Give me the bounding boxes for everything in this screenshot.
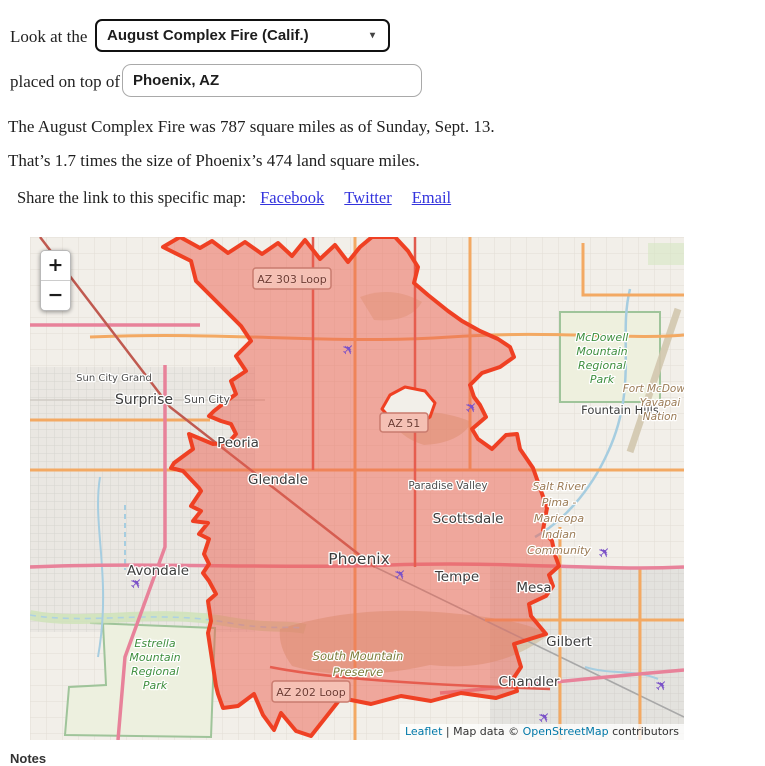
- map-label: Chandler: [499, 674, 560, 690]
- fire-select-value: August Complex Fire (Calif.): [107, 27, 309, 44]
- fire-select[interactable]: August Complex Fire (Calif.) ▾: [95, 19, 390, 52]
- leaflet-map[interactable]: AZ 303 Loop AZ 51 AZ 202 Loop ✈ ✈ ✈ ✈ ✈ …: [30, 237, 684, 740]
- map-label: Indian: [542, 528, 576, 541]
- share-twitter-link[interactable]: Twitter: [344, 188, 392, 207]
- map-label: Yavapai: [640, 397, 681, 409]
- map-label: Gilbert: [546, 634, 592, 650]
- map-label: Maricopa: [534, 512, 585, 525]
- map-label: Sun City: [184, 393, 230, 406]
- az-303-loop-badge: AZ 303 Loop: [257, 273, 326, 286]
- share-email-link[interactable]: Email: [411, 188, 452, 207]
- map-label: Mesa: [516, 580, 551, 596]
- map-canvas: AZ 303 Loop AZ 51 AZ 202 Loop ✈ ✈ ✈ ✈ ✈ …: [30, 237, 684, 740]
- map-label: Mountain: [576, 345, 627, 358]
- city-input[interactable]: [122, 64, 422, 97]
- map-label: Preserve: [333, 665, 383, 679]
- map-label: Glendale: [248, 472, 308, 488]
- openstreetmap-link[interactable]: OpenStreetMap: [522, 725, 609, 738]
- map-label: Pima -: [542, 496, 577, 509]
- map-label: Mountain: [129, 651, 180, 664]
- map-label: Scottsdale: [433, 511, 504, 527]
- zoom-out-button[interactable]: −: [41, 281, 70, 310]
- share-label: Share the link to this specific map:: [17, 188, 247, 207]
- fire-size-fact: The August Complex Fire was 787 square m…: [8, 117, 495, 136]
- map-labels: Sun City Grand Surprise Sun City Peoria …: [75, 330, 684, 694]
- map-label: Fort McDowell: [623, 383, 684, 395]
- leaflet-link[interactable]: Leaflet: [404, 725, 443, 738]
- map-label: Tempe: [434, 569, 479, 585]
- map-label: Fountain Hills: [581, 403, 659, 417]
- fire-perimeter-polygon: [161, 237, 561, 738]
- map-label: McDowell: [576, 331, 629, 344]
- map-label: Community: [527, 544, 591, 557]
- map-label: Sun City Grand: [76, 373, 152, 384]
- notes-heading: Notes: [10, 751, 47, 766]
- map-label: Park: [143, 679, 168, 692]
- chevron-down-icon: ▾: [369, 30, 375, 41]
- lookup-label: Look at the: [10, 27, 88, 46]
- map-label: Paradise Valley: [408, 480, 487, 492]
- comparison-fact: That’s 1.7 times the size of Phoenix’s 4…: [8, 151, 420, 170]
- map-label: Regional: [578, 359, 626, 372]
- az-51-badge: AZ 51: [388, 417, 421, 430]
- map-label: Peoria: [217, 435, 259, 451]
- map-label: Estrella: [134, 637, 175, 650]
- map-label: Surprise: [115, 392, 173, 408]
- az-202-loop-badge: AZ 202 Loop: [276, 686, 345, 699]
- map-label: Avondale: [127, 563, 189, 579]
- attribution-text: | Map data ©: [442, 725, 523, 738]
- map-label: Regional: [131, 665, 179, 678]
- placed-on-top-label: placed on top of: [10, 72, 120, 91]
- share-row: Share the link to this specific map: Face…: [17, 188, 451, 208]
- map-label: Park: [590, 373, 615, 386]
- attribution-suffix: contributors: [608, 725, 679, 738]
- map-label: Nation: [643, 411, 677, 423]
- map-label: South Mountain: [313, 649, 404, 663]
- share-facebook-link[interactable]: Facebook: [260, 188, 325, 207]
- map-label: Salt River: [532, 480, 587, 493]
- map-attribution: Leaflet | Map data © OpenStreetMap contr…: [399, 724, 684, 740]
- route-badges: AZ 303 Loop AZ 51 AZ 202 Loop: [252, 267, 429, 703]
- map-zoom-control: + −: [40, 250, 71, 311]
- zoom-in-button[interactable]: +: [41, 251, 70, 281]
- map-label: Phoenix: [328, 550, 390, 568]
